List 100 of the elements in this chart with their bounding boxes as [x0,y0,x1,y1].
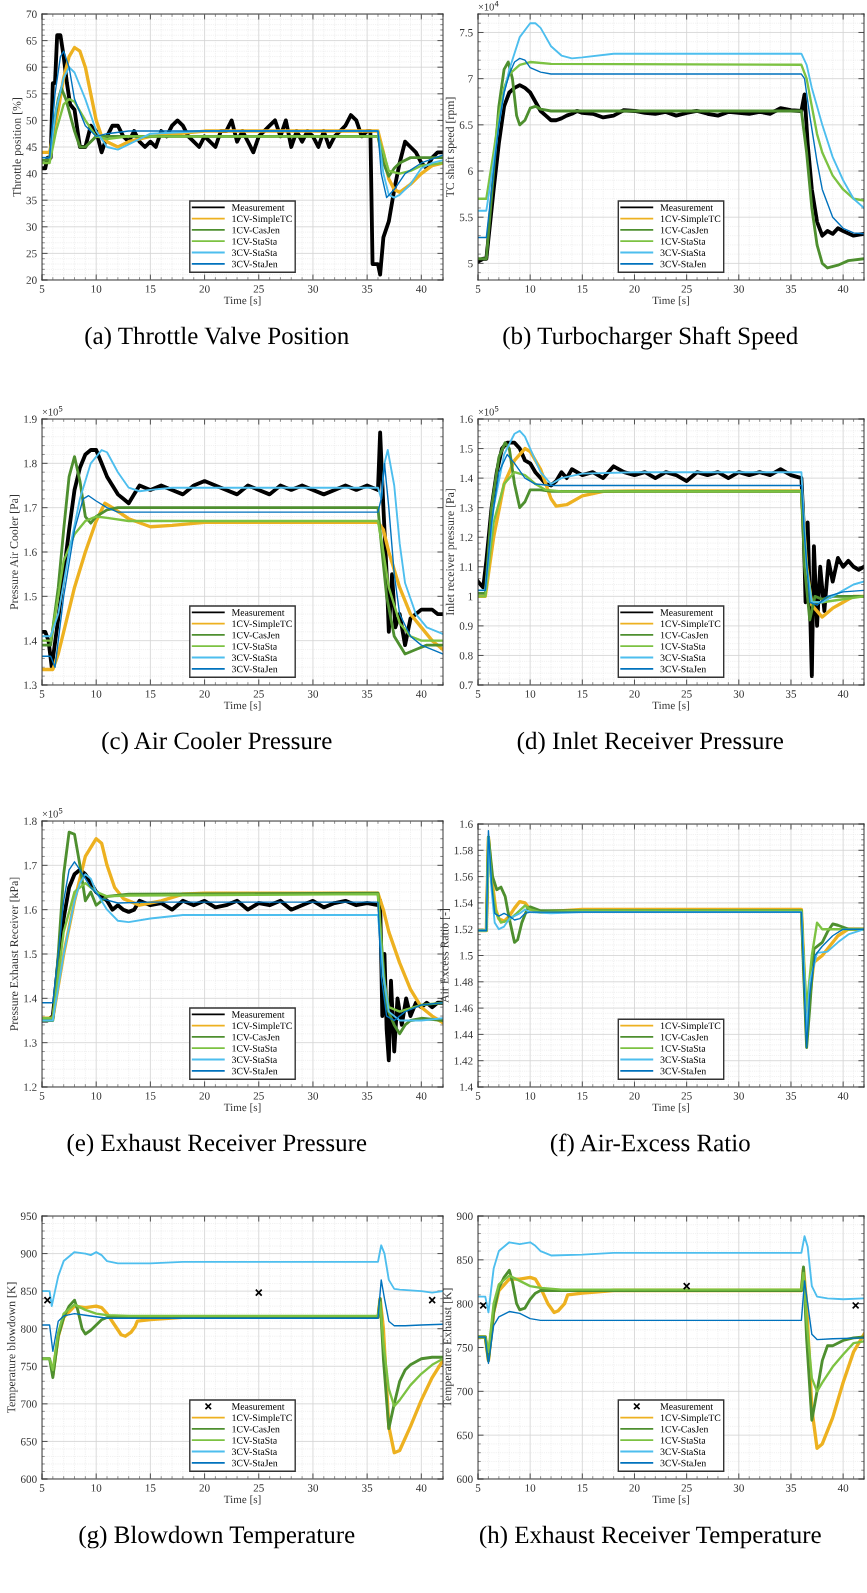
legend-label: 1CV-StaSta [660,1437,706,1444]
legend-label: 1CV-SimpleTC [232,620,292,630]
y-tick-label: 1.9 [24,415,37,424]
y-tick-label: 25 [26,249,37,258]
y-tick-label: 1.4 [24,637,37,645]
text: (f) Air-Excess Ratio [550,1133,750,1157]
y-axis-title: Air Excess Ratio [-] [440,909,450,1003]
x-tick-label: 20 [199,1092,210,1100]
x-tick-label: 25 [253,690,264,698]
y-tick-label: 5.5 [459,213,473,222]
y-tick-label: 7 [468,75,473,83]
legend-label: 1CV-SimpleTC [232,1414,292,1424]
text: (d) Inlet Receiver Pressure [517,731,784,755]
y-tick-label: 1.5 [24,950,37,959]
y-tick-label: 900 [456,1212,473,1220]
legend-label: 1CV-SimpleTC [232,215,292,225]
y-axis-title: TC shaft speed [rpm] [445,97,457,198]
text: ×10$^{5}$ [42,406,63,416]
x-tick-label: 5 [475,285,481,293]
y-tick-label: 1.48 [454,978,473,986]
x-tick-label: 30 [733,690,744,698]
legend-label: Measurement [660,609,713,616]
x-tick-label: 40 [415,285,427,293]
y-tick-label: 1.42 [454,1057,473,1065]
x-tick-label: 15 [577,1092,588,1100]
x-tick-label: 25 [681,1484,692,1492]
y-tick-label: 600 [20,1475,37,1483]
y-tick-label: 55 [26,90,37,98]
legend-label: 3CV-StaJen [232,665,278,673]
legend-label: 3CV-StaJen [660,665,707,673]
legend-label: 3CV-StaSta [660,1056,706,1064]
x-tick-label: 5 [39,285,45,293]
legend-label: 1CV-StaSta [232,238,278,245]
legend-label: 3CV-StaJen [232,1067,278,1075]
y-tick-label: 1.4 [460,1083,473,1092]
y-tick-label: 5 [468,259,473,268]
text: (e) Exhaust Receiver Pressure [67,1133,367,1157]
y-tick-label: 650 [456,1431,473,1440]
legend-label: 3CV-StaSta [232,249,278,257]
x-axis-title: Time [s] [223,1103,261,1113]
x-tick-label: 20 [199,285,210,293]
y-tick-label: 750 [457,1343,473,1352]
legend-label: 1CV-SimpleTC [660,215,721,225]
text: (b) Turbocharger Shaft Speed [503,326,798,350]
y-tick-label: 1.2 [460,533,473,542]
y-tick-label: 650 [20,1437,37,1446]
y-tick-label: 800 [20,1325,37,1333]
y-axis-title: Throttle position [%] [12,98,24,197]
x-tick-label: 35 [362,1092,373,1100]
legend-label: 1CV-SimpleTC [660,1022,721,1032]
y-axis-title: Temperature Exhaust [K] [442,1288,454,1408]
x-tick-label: 20 [199,690,210,698]
x-tick-label: 10 [525,285,536,293]
x-tick-label: 40 [837,285,849,293]
x-tick-label: 5 [475,1484,481,1492]
y-tick-label: 1.58 [454,846,473,855]
y-tick-label: 20 [26,276,37,284]
x-tick-label: 20 [629,1484,640,1492]
legend-label: 1CV-StaSta [660,643,706,650]
y-tick-label: 40 [26,170,37,178]
y-tick-label: 7.5 [459,29,473,37]
x-tick-label: 25 [253,285,264,293]
x-tick-label: 15 [577,690,588,698]
y-tick-label: 950 [20,1212,37,1220]
x-tick-label: 20 [629,285,640,293]
legend-label: 3CV-StaSta [660,249,706,257]
x-tick-label: 35 [785,1092,797,1100]
x-tick-label: 25 [253,1484,264,1492]
text: ×10$^{5}$ [478,406,499,416]
x-axis-title: Time [s] [223,296,261,306]
x-tick-label: 20 [629,1092,640,1100]
y-tick-label: 1.52 [454,925,473,934]
x-tick-label: 10 [91,285,102,293]
y-tick-label: 1.6 [24,548,37,557]
y-tick-label: 35 [26,196,37,205]
x-axis-title: Time [s] [223,1495,261,1505]
y-axis-title: Pressure Air Cooler [Pa] [9,495,20,610]
legend-label: Measurement [231,609,285,616]
y-tick-label: 700 [457,1387,473,1396]
y-tick-label: 6.5 [459,121,473,129]
x-tick-label: 35 [362,285,373,293]
x-tick-label: 35 [785,1484,797,1492]
legend-label: 3CV-StaSta [232,1056,278,1064]
y-axis-title: Inlet receiver pressure [Pa] [445,489,457,616]
x-tick-label: 20 [199,1484,210,1492]
y-tick-label: 1.7 [24,504,37,512]
text: ×10$^{5}$ [42,808,63,818]
legend-label: 3CV-StaSta [660,654,706,662]
legend-label: 1CV-CasJen [660,226,709,234]
x-axis-title: Time [s] [223,701,261,711]
y-tick-label: 700 [21,1400,37,1408]
legend-label: 1CV-StaSta [232,1045,278,1052]
x-tick-label: 15 [577,285,588,293]
y-tick-label: 1.56 [454,873,473,881]
x-axis-title: Time [s] [652,1103,689,1113]
y-tick-label: 1.8 [24,817,37,826]
legend-label: 1CV-CasJen [232,1425,280,1433]
text: (c) Air Cooler Pressure [102,731,332,755]
y-tick-label: 600 [456,1475,473,1483]
x-tick-label: 35 [362,690,373,698]
